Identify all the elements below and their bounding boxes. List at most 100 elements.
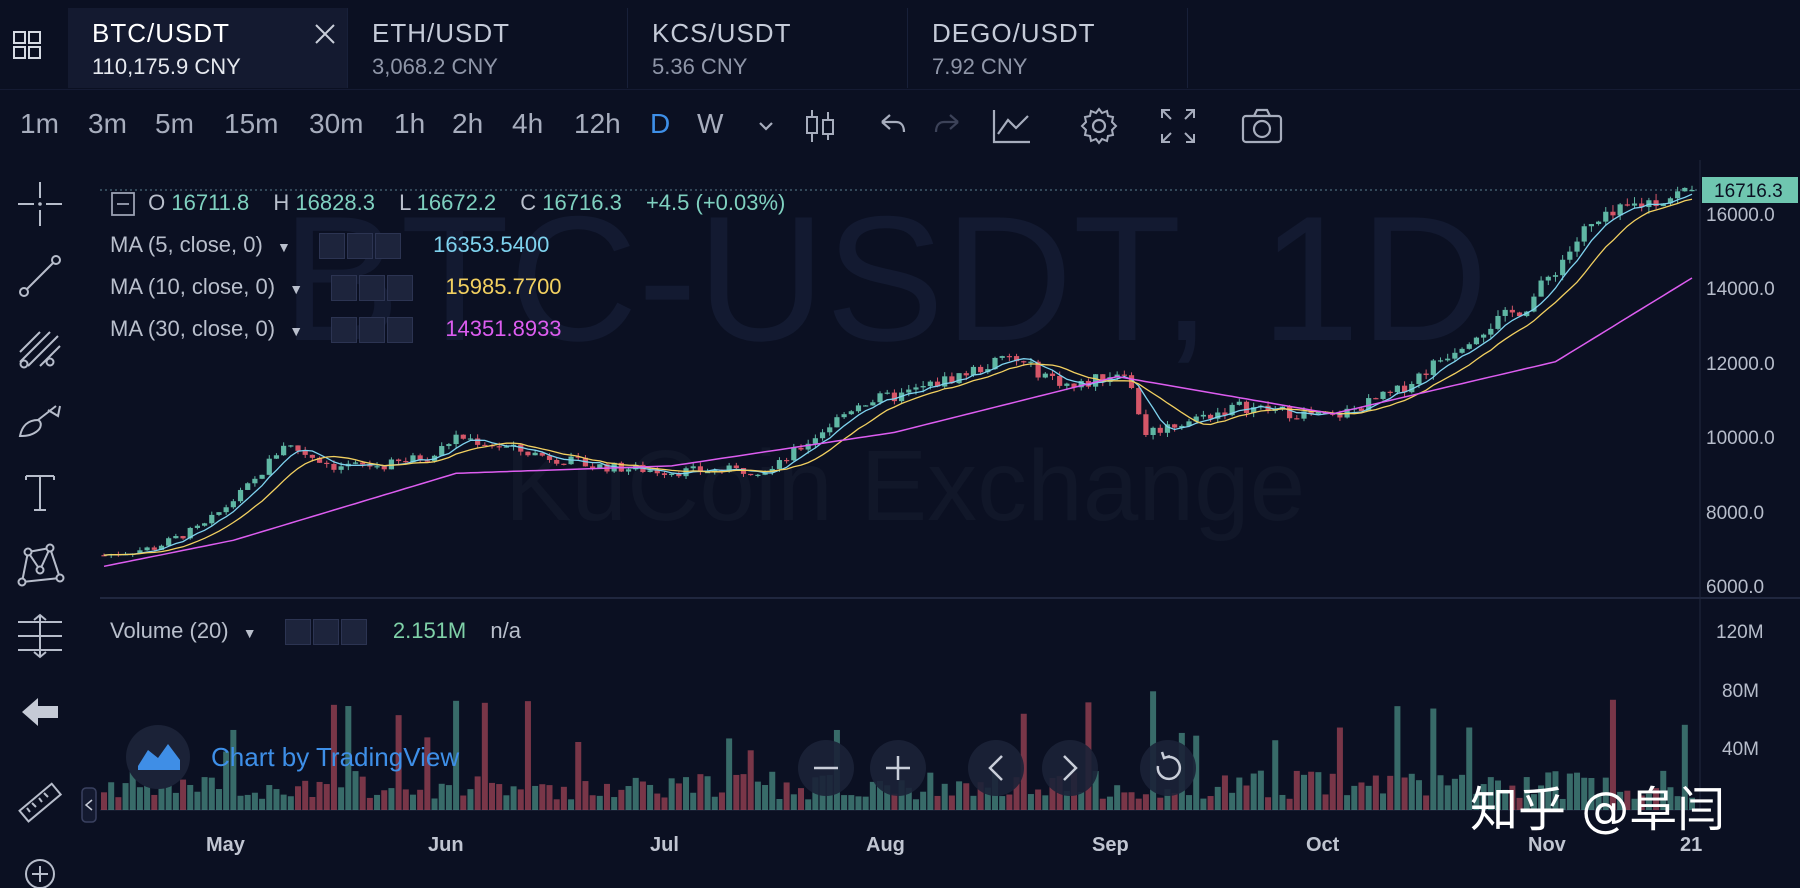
volume-bar	[1214, 786, 1221, 810]
crosshair-icon[interactable]	[14, 178, 66, 230]
chevron-down-icon[interactable]: ▼	[289, 281, 304, 297]
ohlc-low-label: L	[399, 190, 411, 215]
trend-line-icon[interactable]	[14, 250, 66, 302]
candle-body	[1387, 391, 1393, 393]
chevron-down-icon[interactable]: ▼	[289, 323, 304, 339]
close-icon[interactable]	[340, 619, 367, 646]
volume-bar	[1308, 771, 1315, 810]
chevron-down-icon[interactable]	[744, 104, 788, 148]
gear-icon[interactable]	[359, 317, 386, 344]
volume-bar	[180, 779, 187, 810]
ruler-icon[interactable]	[14, 778, 66, 830]
candle-body	[1078, 380, 1084, 388]
close-icon[interactable]	[374, 233, 401, 260]
close-icon[interactable]	[387, 317, 414, 344]
volume-bar	[1674, 796, 1681, 810]
redo-icon[interactable]	[926, 104, 970, 148]
candle-body	[597, 464, 603, 468]
chevron-down-icon[interactable]: ▼	[276, 239, 291, 255]
volume-bar	[1595, 795, 1602, 810]
grid-menu-icon[interactable]	[12, 30, 42, 60]
volume-bar	[1423, 795, 1430, 810]
candle-body	[934, 381, 941, 387]
timeframe-w[interactable]: W	[697, 108, 724, 139]
candle-body	[424, 460, 430, 462]
chart-area[interactable]: BTC-USDT, 1D KuCoin Exchange 16000.0 140…	[0, 160, 1800, 888]
timeframe-12h[interactable]: 12h	[574, 108, 621, 139]
text-icon[interactable]	[14, 466, 66, 518]
scroll-left-button[interactable]	[968, 740, 1024, 796]
gear-icon[interactable]	[359, 275, 386, 302]
indicators-icon[interactable]	[990, 104, 1034, 148]
timeframe-5m[interactable]: 5m	[155, 108, 194, 139]
tab-pair-price: 7.92 CNY	[932, 54, 1028, 79]
eye-icon[interactable]	[331, 275, 358, 302]
volume-bar	[546, 785, 553, 810]
gear-icon[interactable]	[346, 233, 373, 260]
price-chart[interactable]: BTC-USDT, 1D KuCoin Exchange 16000.0 140…	[0, 160, 1800, 888]
candle-body	[1164, 424, 1171, 433]
zoom-plus-icon[interactable]	[14, 848, 66, 888]
volume-bar	[359, 776, 366, 810]
candle-body	[216, 512, 222, 515]
timeframe-1h[interactable]: 1h	[394, 108, 426, 139]
back-arrow-icon[interactable]	[14, 686, 66, 738]
settings-gear-icon[interactable]	[1077, 104, 1121, 148]
candle-body	[762, 472, 768, 475]
volume-bar	[841, 795, 848, 810]
candle-body	[1179, 425, 1185, 428]
volume-bar	[1617, 791, 1624, 810]
tab-pair-price: 110,175.9 CNY	[92, 54, 241, 79]
candlestick-icon[interactable]	[798, 104, 842, 148]
eye-icon[interactable]	[318, 233, 345, 260]
candle-body	[1243, 401, 1250, 414]
volume-bar	[740, 774, 747, 810]
volume-bar	[302, 780, 309, 810]
measure-icon[interactable]	[14, 610, 66, 662]
timeframe-2h[interactable]: 2h	[452, 108, 484, 139]
tab-eth-usdt[interactable]: ETH/USDT 3,068.2 CNY	[348, 8, 628, 88]
candle-body	[1581, 226, 1587, 242]
timeframe-30m[interactable]: 30m	[309, 108, 364, 139]
close-icon[interactable]	[313, 22, 337, 46]
eye-icon[interactable]	[284, 619, 311, 646]
fib-tools-icon[interactable]	[14, 322, 66, 374]
chevron-down-icon[interactable]: ▼	[242, 625, 257, 641]
scroll-right-button[interactable]	[1042, 740, 1098, 796]
candle-body	[992, 357, 998, 370]
tradingview-credit[interactable]: Chart by TradingView	[211, 742, 459, 772]
ma30-line	[103, 277, 1693, 568]
timeframe-15m[interactable]: 15m	[224, 108, 279, 139]
volume-bar	[201, 777, 208, 810]
timeframe-1m[interactable]: 1m	[20, 108, 59, 139]
tab-dego-usdt[interactable]: DEGO/USDT 7.92 CNY	[908, 8, 1188, 88]
reset-chart-button[interactable]	[1140, 740, 1196, 796]
tab-pair-price: 5.36 CNY	[652, 54, 748, 79]
close-icon[interactable]	[387, 275, 414, 302]
candle-body	[1401, 385, 1408, 393]
price-axis-label: 16000.0	[1706, 205, 1775, 226]
collapse-icon[interactable]	[110, 191, 136, 217]
volume-value: 2.151M	[392, 618, 467, 643]
volume-bar	[1660, 770, 1667, 810]
volume-bar	[1408, 773, 1415, 810]
scroll-left-handle[interactable]	[81, 787, 97, 823]
gear-icon[interactable]	[312, 619, 339, 646]
timeframe-d[interactable]: D	[650, 108, 671, 139]
eye-icon[interactable]	[331, 317, 358, 344]
timeframe-4h[interactable]: 4h	[512, 108, 544, 139]
candle-body	[676, 473, 682, 477]
undo-icon[interactable]	[870, 104, 914, 148]
tab-btc-usdt[interactable]: BTC/USDT 110,175.9 CNY	[68, 8, 348, 88]
volume-bar	[1186, 795, 1193, 810]
candle-body	[913, 387, 919, 390]
fullscreen-icon[interactable]	[1156, 104, 1200, 148]
timeframe-3m[interactable]: 3m	[88, 108, 127, 139]
brush-icon[interactable]	[14, 394, 66, 446]
tradingview-logo[interactable]	[126, 725, 190, 789]
camera-icon[interactable]	[1240, 104, 1284, 148]
tab-kcs-usdt[interactable]: KCS/USDT 5.36 CNY	[628, 8, 908, 88]
volume-bar	[1638, 795, 1645, 810]
volume-bar	[711, 796, 718, 810]
pattern-icon[interactable]	[14, 538, 66, 590]
